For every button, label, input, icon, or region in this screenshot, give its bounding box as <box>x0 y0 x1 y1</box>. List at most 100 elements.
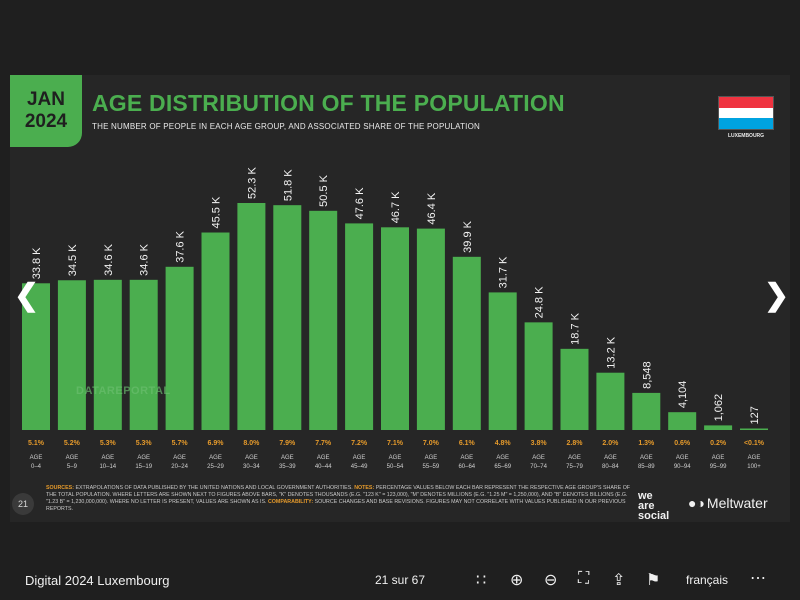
value-label: 45.5 K <box>211 196 223 228</box>
fullscreen-icon[interactable]: ⛶ <box>578 570 590 587</box>
bar-75–79 <box>560 348 589 430</box>
bar-10–14 <box>93 279 122 430</box>
category-prefix-label: AGE <box>532 455 545 461</box>
bar-0–4 <box>22 283 50 430</box>
value-label: 52.3 K <box>246 167 258 199</box>
value-label: 47.6 K <box>354 187 366 219</box>
share-label: 7.2% <box>351 440 368 447</box>
grid-view-icon[interactable]: ∷ <box>476 572 487 589</box>
category-tick-label: 90–94 <box>674 464 691 470</box>
category-prefix-label: AGE <box>425 455 438 461</box>
luxembourg-flag-icon <box>718 96 774 130</box>
bar-30–34 <box>237 203 266 430</box>
share-label: 7.7% <box>315 440 332 447</box>
date-badge-year: 2024 <box>24 111 68 132</box>
footnote: SOURCES: EXTRAPOLATIONS OF DATA PUBLISHE… <box>46 485 636 513</box>
category-prefix-label: AGE <box>173 455 186 461</box>
category-tick-label: 15–19 <box>135 464 152 470</box>
previous-slide-button[interactable]: ❮ <box>14 279 40 312</box>
value-label: 34.6 K <box>103 243 115 275</box>
category-prefix-label: AGE <box>245 455 258 461</box>
category-prefix-label: AGE <box>640 455 653 461</box>
category-tick-label: 70–74 <box>530 464 547 470</box>
footnote-sources-label: SOURCES: <box>46 485 74 491</box>
share-icon[interactable]: ⇪ <box>612 572 626 589</box>
share-label: 0.2% <box>710 440 727 447</box>
chart-title: AGE DISTRIBUTION OF THE POPULATION <box>92 90 565 116</box>
share-label: 4.8% <box>495 440 512 447</box>
category-tick-label: 45–49 <box>351 464 368 470</box>
page-number-badge: 21 <box>12 493 34 515</box>
zoom-out-icon[interactable]: ⊖ <box>544 572 558 589</box>
we-are-social-text: we are social <box>638 490 670 522</box>
category-prefix-label: AGE <box>101 455 114 461</box>
meltwater-logo: ●◑ Meltwater <box>688 495 768 511</box>
category-tick-label: 95–99 <box>710 464 727 470</box>
next-slide-button[interactable]: ❯ <box>764 279 790 312</box>
bar-45–49 <box>345 223 374 430</box>
category-tick-label: 30–34 <box>243 464 260 470</box>
bar-20–24 <box>165 266 194 430</box>
share-label: 7.1% <box>387 440 404 447</box>
category-prefix-label: AGE <box>281 455 294 461</box>
share-label: <0.1% <box>744 440 765 447</box>
value-label: 46.4 K <box>426 192 438 224</box>
zoom-in-icon[interactable]: ⊕ <box>510 572 524 589</box>
category-tick-label: 25–29 <box>207 464 224 470</box>
share-label: 0.6% <box>674 440 691 447</box>
share-label: 5.1% <box>28 440 45 447</box>
bar-85–89 <box>632 392 661 430</box>
category-tick-label: 20–24 <box>171 464 188 470</box>
we-are-social-logo: we are social <box>638 490 670 522</box>
bar-35–39 <box>273 205 302 430</box>
bar-40–44 <box>309 210 338 430</box>
category-prefix-label: AGE <box>460 455 473 461</box>
country-label: LUXEMBOURG <box>727 133 765 139</box>
page-indicator: 21 sur 67 <box>375 573 426 587</box>
category-tick-label: 50–54 <box>387 464 404 470</box>
share-label: 5.2% <box>64 440 81 447</box>
share-label: 2.0% <box>602 440 619 447</box>
slide: JAN 2024 AGE DISTRIBUTION OF THE POPULAT… <box>10 75 790 522</box>
bar-65–69 <box>488 292 517 430</box>
category-tick-label: 5–9 <box>67 464 78 470</box>
category-prefix-label: AGE <box>353 455 366 461</box>
share-label: 7.9% <box>279 440 296 447</box>
value-label: 37.6 K <box>175 230 187 262</box>
document-title: Digital 2024 Luxembourg <box>25 573 170 588</box>
value-label: 46.7 K <box>390 191 402 223</box>
bar-60–64 <box>452 256 481 430</box>
category-prefix-label: AGE <box>748 455 761 461</box>
value-label: 127 <box>749 406 761 424</box>
meltwater-text: Meltwater <box>706 495 768 511</box>
bar-70–74 <box>524 322 553 430</box>
category-prefix-label: AGE <box>712 455 725 461</box>
more-options-icon[interactable]: ⋯ <box>750 570 766 587</box>
flag-icon[interactable]: ⚑ <box>646 572 661 589</box>
age-distribution-chart: 33.8 K 5.1% AGE 0–4 34.5 K 5.2% AGE 5–9 34.6 K 5.… <box>22 167 768 470</box>
bar-80–84 <box>596 372 625 430</box>
bar-100+ <box>740 428 768 430</box>
bar-50–54 <box>381 227 409 430</box>
bar-25–29 <box>201 232 230 430</box>
value-label: 18.7 K <box>570 312 582 344</box>
share-label: 2.8% <box>567 440 584 447</box>
date-badge: JAN 2024 <box>10 75 82 147</box>
category-tick-label: 35–39 <box>279 464 296 470</box>
share-label: 5.3% <box>136 440 153 447</box>
flag-stripe-white <box>719 107 773 119</box>
share-label: 6.9% <box>208 440 225 447</box>
value-label: 34.5 K <box>67 244 79 276</box>
value-label: 13.2 K <box>605 336 617 368</box>
share-label: 7.0% <box>423 440 440 447</box>
viewer-toolbar: Digital 2024 Luxembourg 21 sur 67 ∷ ⊕ ⊖ … <box>0 560 800 600</box>
language-selector[interactable]: français <box>686 573 729 587</box>
category-prefix-label: AGE <box>209 455 222 461</box>
value-label: 33.8 K <box>31 247 43 279</box>
bar-5–9 <box>57 280 86 430</box>
category-tick-label: 75–79 <box>566 464 583 470</box>
share-label: 5.3% <box>100 440 117 447</box>
category-prefix-label: AGE <box>317 455 330 461</box>
category-tick-label: 55–59 <box>423 464 440 470</box>
value-label: 50.5 K <box>318 174 330 206</box>
